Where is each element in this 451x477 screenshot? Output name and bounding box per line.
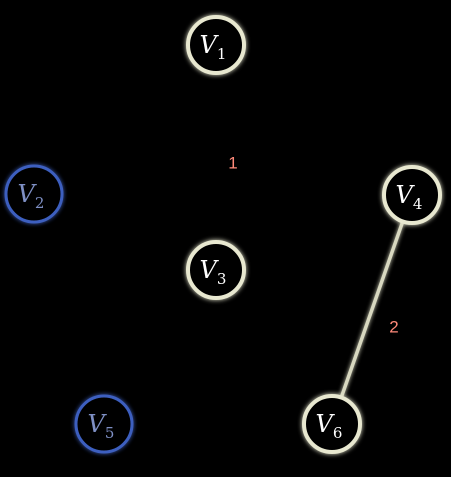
edge-weight-v1-v3: 1 (228, 153, 237, 172)
node-v4[interactable]: V4 (382, 165, 442, 225)
node-circle (186, 15, 246, 75)
node-label: V3 (200, 256, 227, 288)
node-v6[interactable]: V6 (302, 394, 362, 454)
node-label: V1 (200, 31, 227, 63)
node-subscript: 6 (333, 424, 343, 442)
node-circle (302, 394, 362, 454)
node-label: V4 (396, 181, 423, 213)
node-circle (382, 165, 442, 225)
edge-weight-v4-v6: 2 (389, 317, 398, 336)
node-circle (4, 164, 64, 224)
node-subscript: 2 (35, 194, 45, 212)
node-label: V5 (88, 410, 115, 442)
node-letter: V (316, 410, 336, 438)
node-circle (74, 394, 134, 454)
node-subscript: 5 (105, 424, 115, 442)
node-v2[interactable]: V2 (4, 164, 64, 224)
node-letter: V (88, 410, 108, 438)
node-v3[interactable]: V3 (186, 240, 246, 300)
node-v5[interactable]: V5 (74, 394, 134, 454)
node-letter: V (396, 181, 416, 209)
node-subscript: 1 (217, 45, 227, 63)
node-letter: V (200, 31, 220, 59)
node-v1[interactable]: V1 (186, 15, 246, 75)
node-circle (186, 240, 246, 300)
node-letter: V (18, 180, 38, 208)
node-subscript: 3 (217, 270, 227, 288)
edges-layer: 12 (214, 73, 405, 399)
node-label: V2 (18, 180, 45, 212)
node-label: V6 (316, 410, 343, 442)
node-subscript: 4 (413, 195, 423, 213)
edge-v4-v6 (339, 220, 405, 399)
node-letter: V (200, 256, 220, 284)
